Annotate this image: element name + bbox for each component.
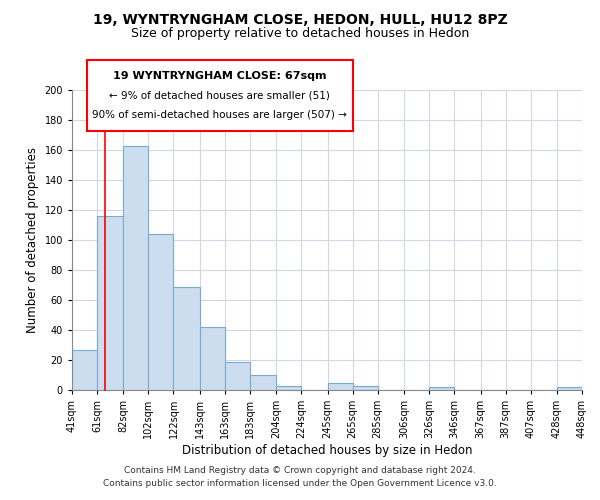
Bar	[353, 386, 378, 390]
Text: ← 9% of detached houses are smaller (51): ← 9% of detached houses are smaller (51)	[109, 90, 331, 100]
Bar	[276, 386, 301, 390]
Bar	[328, 382, 353, 390]
Bar	[200, 327, 225, 390]
Bar	[173, 286, 200, 390]
Text: Size of property relative to detached houses in Hedon: Size of property relative to detached ho…	[131, 28, 469, 40]
Bar	[72, 350, 97, 390]
X-axis label: Distribution of detached houses by size in Hedon: Distribution of detached houses by size …	[182, 444, 472, 457]
Text: 90% of semi-detached houses are larger (507) →: 90% of semi-detached houses are larger (…	[92, 110, 347, 120]
Y-axis label: Number of detached properties: Number of detached properties	[26, 147, 39, 333]
Bar	[148, 234, 173, 390]
Bar	[250, 375, 276, 390]
Bar	[429, 387, 454, 390]
Text: Contains HM Land Registry data © Crown copyright and database right 2024.
Contai: Contains HM Land Registry data © Crown c…	[103, 466, 497, 487]
Bar	[225, 362, 250, 390]
Bar	[97, 216, 124, 390]
Bar	[124, 146, 148, 390]
Text: 19, WYNTRYNGHAM CLOSE, HEDON, HULL, HU12 8PZ: 19, WYNTRYNGHAM CLOSE, HEDON, HULL, HU12…	[92, 12, 508, 26]
Text: 19 WYNTRYNGHAM CLOSE: 67sqm: 19 WYNTRYNGHAM CLOSE: 67sqm	[113, 70, 326, 81]
Bar	[557, 387, 582, 390]
